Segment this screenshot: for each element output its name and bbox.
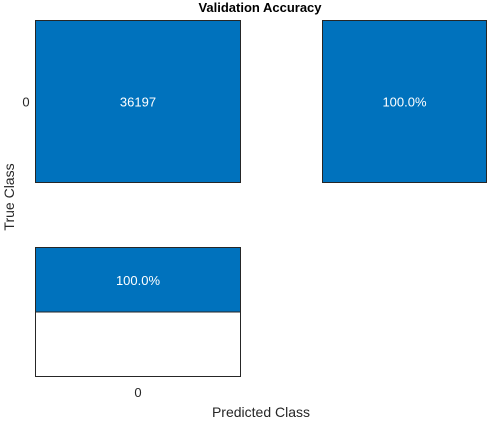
column-summary-correct-bar [35,247,241,312]
chart-title: Validation Accuracy [198,0,322,15]
x-axis-label: Predicted Class [212,404,310,420]
y-tick-label: 0 [22,95,29,110]
column-summary-border [35,247,241,377]
matrix-border [35,20,241,183]
x-tick-label: 0 [134,385,141,400]
row-summary-label: 100.0% [382,95,427,110]
column-summary-label: 100.0% [116,273,161,288]
column-summary-incorrect-bar [35,312,241,377]
row-summary-correct-bar [322,20,487,183]
y-axis-label: True Class [1,163,17,230]
matrix-cell [35,20,241,183]
matrix-cell-value: 36197 [120,95,156,110]
row-summary-border [322,20,487,183]
